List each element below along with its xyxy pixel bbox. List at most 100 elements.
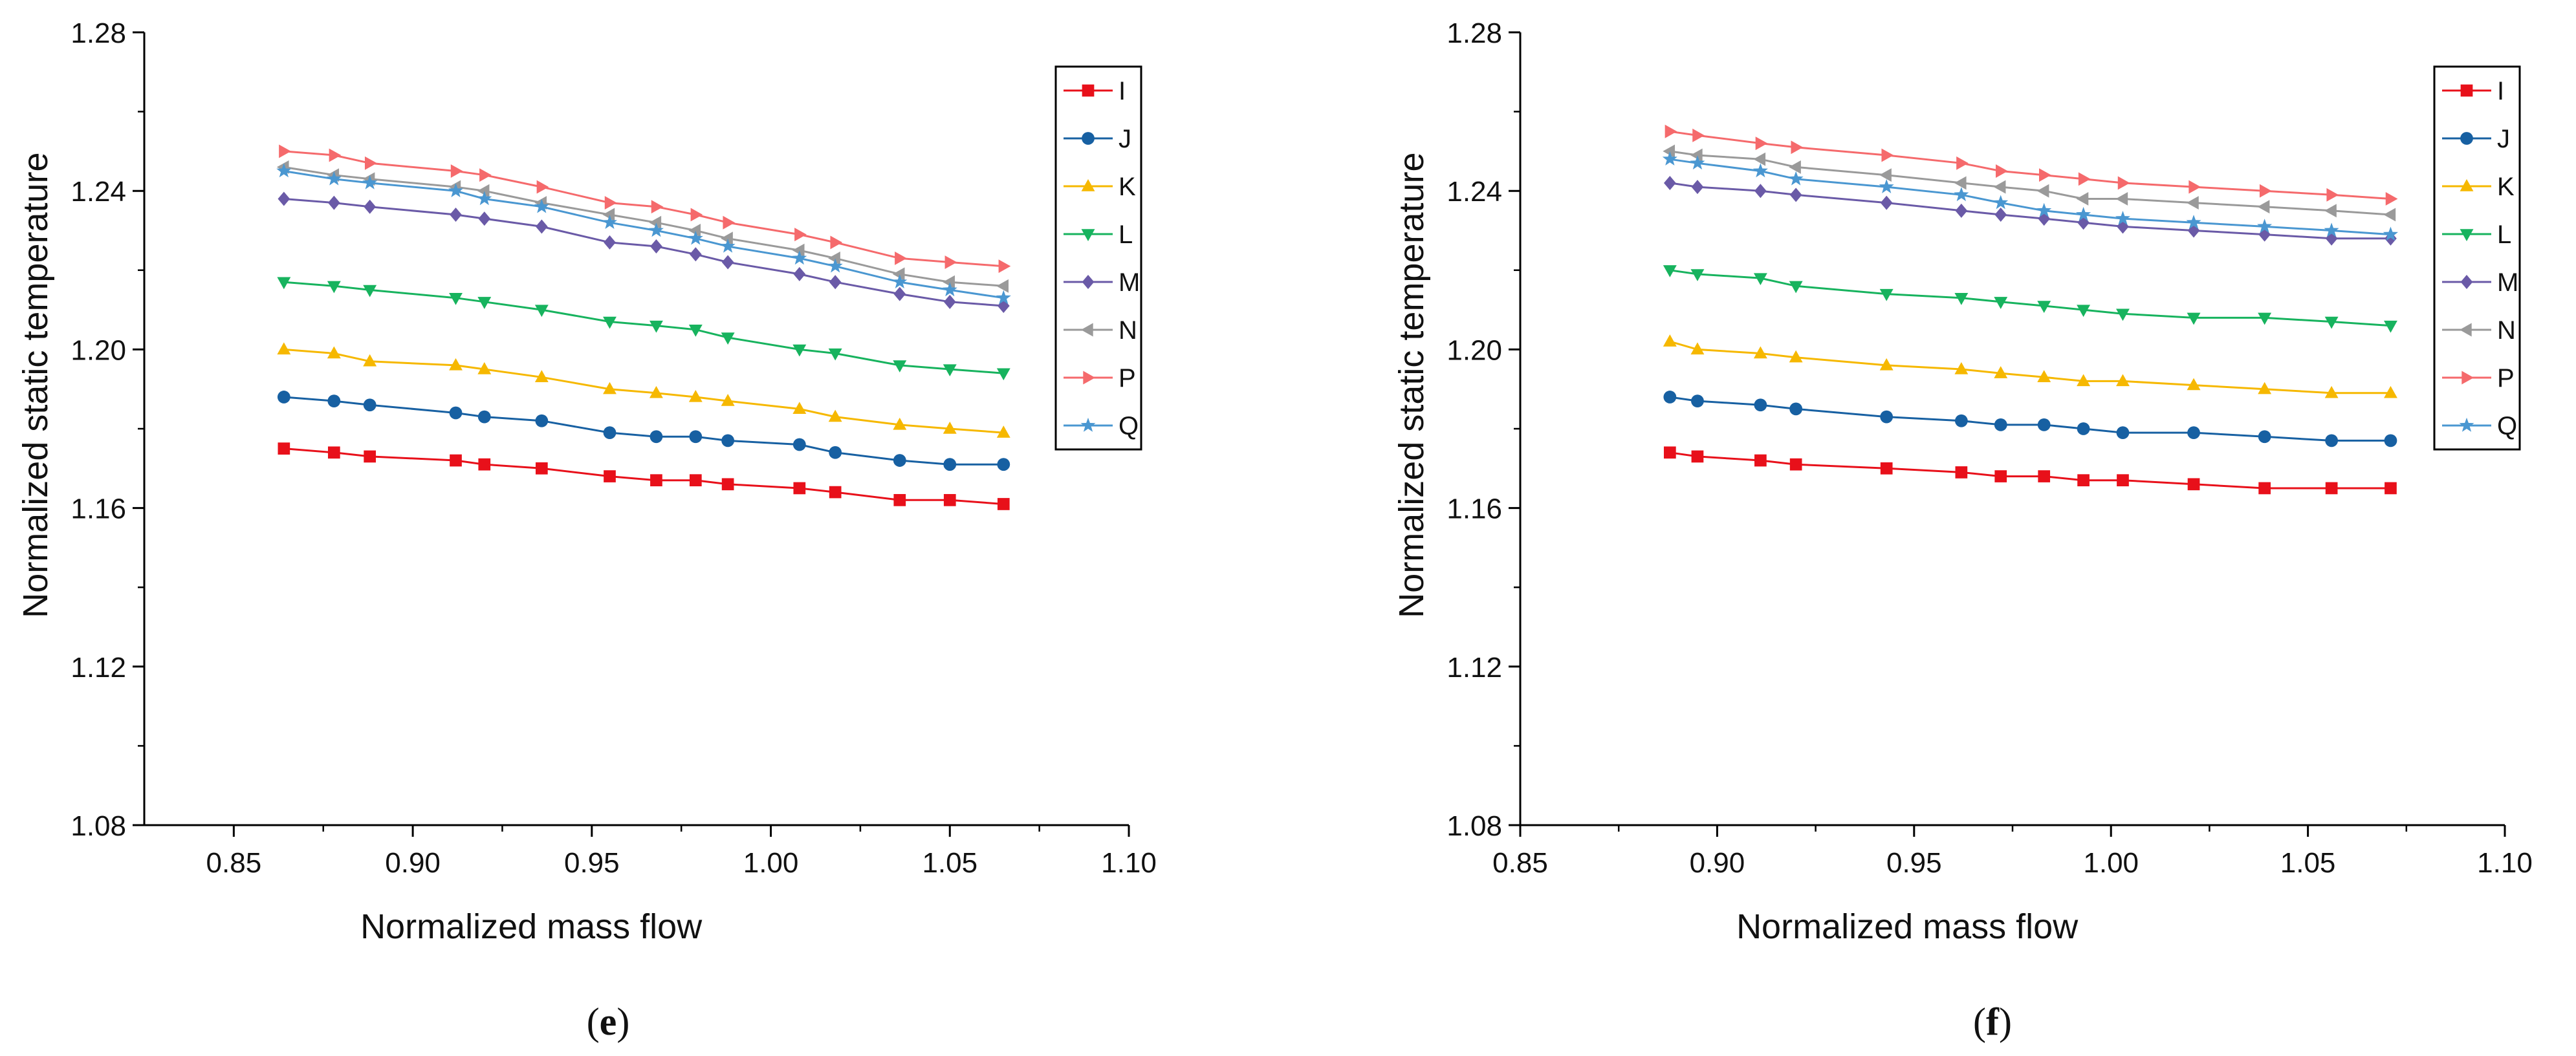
data-point-I [1663, 446, 1676, 459]
data-point-Q [602, 215, 617, 229]
data-point-M [1691, 180, 1704, 195]
data-point-L [2116, 308, 2130, 321]
data-point-P [2078, 172, 2091, 186]
series-line-K [1669, 340, 2391, 394]
legend-marker-L [2460, 229, 2474, 241]
data-point-L [943, 364, 957, 377]
data-point-M [1994, 207, 2007, 222]
data-point-L [477, 297, 492, 309]
legend-marker-K [1081, 179, 1095, 191]
data-point-P [1996, 164, 2008, 178]
series-line-I [1670, 451, 2391, 490]
x-axis-title: Normalized mass flow [360, 907, 703, 946]
data-point-P [690, 208, 703, 222]
data-point-Q [827, 258, 843, 273]
data-point-Q [1954, 187, 1969, 202]
data-point-N [2257, 200, 2270, 214]
series-line-N [1670, 150, 2391, 216]
data-point-Q [648, 222, 664, 237]
data-point-M [278, 191, 290, 206]
data-point-K [2258, 382, 2272, 394]
data-point-Q [1788, 171, 1804, 186]
data-point-M [721, 255, 734, 270]
data-point-Q [477, 191, 492, 206]
data-point-K [1663, 334, 1677, 347]
legend-label: J [2497, 125, 2510, 153]
data-point-K [1753, 346, 1767, 359]
series-line-L [1670, 269, 2391, 327]
data-point-P [2385, 192, 2398, 206]
data-point-Q [2324, 222, 2339, 237]
series-J [277, 391, 1010, 471]
data-point-P [2039, 168, 2051, 182]
legend-box [2433, 65, 2521, 451]
x-tick-label: 1.10 [1101, 847, 1157, 879]
data-point-I [1754, 454, 1767, 467]
data-point-K [534, 370, 549, 383]
data-point-P [651, 200, 664, 214]
data-point-P [1692, 128, 1705, 142]
data-point-L [2187, 312, 2201, 325]
data-point-J [943, 458, 957, 471]
y-tick-label: 1.16 [1446, 493, 1502, 525]
series-J [1663, 391, 2397, 447]
data-point-I [721, 478, 734, 491]
series-M [1663, 175, 2397, 246]
data-point-L [277, 277, 291, 290]
data-point-P [604, 196, 617, 210]
data-point-I [1955, 466, 1968, 479]
data-point-P [2259, 184, 2272, 198]
data-point-P [830, 235, 843, 250]
x-tick-label: 1.00 [743, 847, 799, 879]
data-point-L [2077, 305, 2091, 318]
data-point-I [2258, 482, 2271, 495]
data-point-K [893, 417, 907, 430]
data-point-P [723, 215, 736, 230]
data-point-J [721, 434, 735, 447]
series-I [1663, 446, 2397, 495]
data-point-I [1994, 470, 2007, 482]
data-point-L [1753, 273, 1767, 286]
series-M [278, 191, 1010, 313]
x-tick-label: 0.85 [1492, 847, 1548, 879]
data-point-K [649, 385, 663, 398]
data-point-J [2187, 426, 2200, 440]
data-point-Q [326, 171, 342, 186]
y-tick-label: 1.24 [1446, 176, 1502, 208]
series-L [1663, 265, 2397, 333]
data-point-N [2187, 196, 2199, 210]
legend-label: M [1119, 268, 1140, 297]
x-tick-label: 0.90 [1690, 847, 1745, 879]
legend-label: P [1119, 364, 1136, 393]
data-point-J [1954, 414, 1968, 427]
data-point-L [649, 320, 663, 333]
data-point-Q [2383, 226, 2398, 241]
data-point-I [997, 498, 1010, 510]
data-point-L [449, 293, 463, 305]
data-point-M [1754, 184, 1767, 199]
data-point-J [327, 394, 341, 407]
data-point-K [943, 422, 957, 434]
data-point-P [1881, 148, 1894, 162]
data-point-J [2384, 434, 2397, 447]
data-point-N [1789, 160, 1801, 174]
data-point-P [1791, 140, 1804, 155]
data-point-I [893, 493, 906, 506]
data-point-Q [720, 238, 736, 253]
series-line-M [1670, 182, 2391, 240]
data-point-J [477, 410, 491, 424]
data-point-K [603, 382, 617, 394]
data-point-Q [2036, 202, 2052, 217]
data-point-K [2324, 385, 2339, 398]
series-P [1665, 124, 2398, 206]
data-point-L [2037, 301, 2051, 313]
data-point-I [689, 474, 702, 487]
data-point-P [1665, 124, 1677, 138]
data-point-J [2258, 430, 2271, 444]
data-point-N [2115, 192, 2128, 206]
data-point-N [477, 184, 490, 198]
series-N [1663, 144, 2396, 222]
data-point-N [792, 243, 805, 257]
data-point-N [943, 275, 955, 289]
y-tick-label: 1.08 [71, 810, 126, 842]
